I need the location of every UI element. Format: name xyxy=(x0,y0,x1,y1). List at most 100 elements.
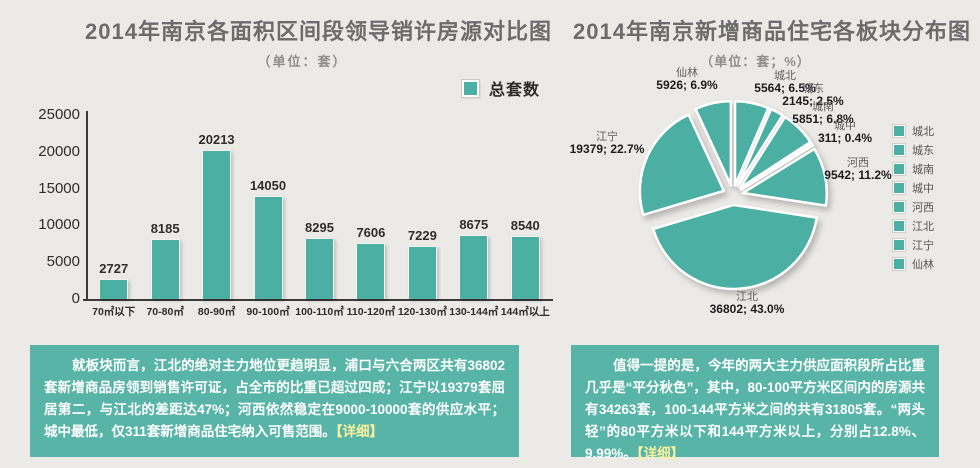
bar-chart-plot-area: 2727 8185 20213 14050 8295 7606 7229 8675 8540 xyxy=(83,111,553,301)
pie-chart xyxy=(633,95,833,295)
bar xyxy=(202,150,232,299)
y-axis-label: 15000 xyxy=(38,179,80,197)
bar xyxy=(304,237,334,299)
note-left-detail-link[interactable]: 【详细】 xyxy=(335,424,384,439)
pie-label-name: 城南 xyxy=(811,101,834,113)
legend-swatch-icon xyxy=(892,143,906,157)
note-box-left: 就板块而言，江北的绝对主力地位更趋明显，浦口与六合两区共有36802套新增商品房… xyxy=(30,345,519,457)
pie-legend-label: 江宁 xyxy=(912,240,934,252)
bar-column: 2727 xyxy=(88,115,139,299)
pie-chart-panel: 2014年南京新增商品住宅各板块分布图 （单位：套；%） 城北 5564; 6.… xyxy=(555,0,980,345)
bar-column: 7229 xyxy=(397,115,448,299)
pie-label-jiangning: 江宁 19379; 22.7% xyxy=(570,131,645,155)
bar-chart-unit-label: （单位：套） xyxy=(257,54,348,69)
pie-slice-城南 xyxy=(738,115,812,190)
pie-label-chengdong: 城东 2145; 2.5% xyxy=(782,83,843,107)
pie-chart-title: 2014年南京新增商品住宅各板块分布图 xyxy=(573,19,971,44)
legend-swatch-icon xyxy=(892,162,906,176)
x-axis-labels: 70㎡以下 70-80㎡ 80-90㎡ 90-100㎡ 100-110㎡ 110-120㎡… xyxy=(88,304,551,319)
y-axis-label: 20000 xyxy=(38,142,80,160)
x-axis-line xyxy=(83,299,553,301)
pie-label-name: 城北 xyxy=(773,70,796,82)
bar-value-label: 14050 xyxy=(249,177,287,193)
pie-svg xyxy=(638,99,829,291)
y-axis-label: 25000 xyxy=(38,106,80,123)
pie-label-value: 311; 0.4% xyxy=(817,131,873,145)
pie-slice-城北 xyxy=(733,99,770,187)
bar-column: 8185 xyxy=(139,115,190,299)
bar xyxy=(253,195,283,299)
note-box-right: 值得一提的是，今年的两大主力供应面积段所占比重几乎是“平分秋色”，其中，80-1… xyxy=(571,345,939,461)
bar-value-label: 8295 xyxy=(305,219,334,235)
pie-label-value: 5564; 6.5% xyxy=(754,81,816,95)
x-axis-label: 80-90㎡ xyxy=(197,306,236,318)
bar xyxy=(99,278,129,299)
note-right-body: 值得一提的是，今年的两大主力供应面积段所占比重几乎是“平分秋色”，其中，80-1… xyxy=(585,358,925,461)
pie-label-value: 9542; 11.2% xyxy=(824,168,892,182)
legend-swatch-icon xyxy=(892,200,906,214)
bar-column: 8675 xyxy=(448,115,499,299)
bar-value-label: 7606 xyxy=(356,225,386,241)
pie-legend-label: 城中 xyxy=(912,183,934,195)
x-axis-label: 90-100㎡ xyxy=(246,306,290,318)
pie-slice-仙林 xyxy=(694,99,733,187)
pie-label-value: 5851; 6.8% xyxy=(792,112,854,126)
pie-legend-item: 江北 xyxy=(892,218,934,234)
pie-label-name: 城东 xyxy=(801,83,824,95)
pie-legend-item: 仙林 xyxy=(892,256,934,272)
pie-label-name: 江北 xyxy=(735,291,758,303)
y-axis-label: 0 xyxy=(71,290,80,307)
bar-column: 8540 xyxy=(500,115,551,299)
pie-label-hexi: 河西 9542; 11.2% xyxy=(824,157,891,181)
note-left-body: 就板块而言，江北的绝对主力地位更趋明显，浦口与六合两区共有36802套新增商品房… xyxy=(44,358,505,439)
pie-legend-label: 河西 xyxy=(912,202,934,214)
pie-legend-item: 江宁 xyxy=(892,237,934,253)
bar-series: 2727 8185 20213 14050 8295 7606 7229 8675 8540 xyxy=(88,115,551,299)
bar xyxy=(510,236,540,299)
pie-label-jiangbei: 江北 36802; 43.0% xyxy=(710,291,785,315)
pie-legend-label: 仙林 xyxy=(912,259,934,271)
bar xyxy=(459,235,489,299)
pie-legend-item: 城中 xyxy=(892,180,934,196)
bar-value-label: 8540 xyxy=(510,218,540,234)
pie-legend-label: 城南 xyxy=(912,164,934,176)
legend-swatch-icon xyxy=(892,124,906,138)
x-axis-label: 130-144㎡ xyxy=(449,306,499,318)
pie-label-chengzhong: 城中 311; 0.4% xyxy=(818,120,872,144)
legend-swatch-icon xyxy=(892,238,906,252)
pie-chart-legend: 城北 城东 城南 城中 河西 江北 江宁 仙林 xyxy=(892,123,934,272)
bar-chart-title: 2014年南京各面积区间段领导销许房源对比图 xyxy=(85,19,552,44)
pie-label-value: 5926; 6.9% xyxy=(656,78,718,92)
pie-chart-unit-label: （单位：套；%） xyxy=(700,54,811,69)
pie-label-xianlin: 仙林 5926; 6.9% xyxy=(656,67,717,91)
bar-value-label: 8185 xyxy=(150,220,180,236)
bar-column: 20213 xyxy=(191,115,242,299)
y-axis-label: 5000 xyxy=(46,253,80,271)
pie-legend-label: 江北 xyxy=(912,221,934,233)
y-axis-label: 10000 xyxy=(38,216,80,234)
bar xyxy=(150,238,180,299)
note-right-detail-link[interactable]: 【详细】 xyxy=(636,446,685,461)
bar xyxy=(407,245,437,299)
legend-label: 总套数 xyxy=(489,82,541,99)
pie-label-value: 19379; 22.7% xyxy=(569,142,645,156)
y-axis-labels: 0 5000 10000 15000 20000 25000 xyxy=(24,106,80,307)
y-axis-line xyxy=(86,111,88,299)
bar-value-label: 8675 xyxy=(459,217,489,233)
pie-label-value: 2145; 2.5% xyxy=(782,94,844,108)
note-left-text: 就板块而言，江北的绝对主力地位更趋明显，浦口与六合两区共有36802套新增商品房… xyxy=(44,355,505,443)
bar-column: 8295 xyxy=(294,115,345,299)
pie-label-name: 河西 xyxy=(846,157,869,169)
legend-swatch-icon xyxy=(892,181,906,195)
pie-legend-item: 城南 xyxy=(892,161,934,177)
bar-value-label: 7229 xyxy=(407,227,437,243)
bar xyxy=(356,243,386,299)
bar-value-label: 20213 xyxy=(198,132,235,148)
x-axis-label: 70-80㎡ xyxy=(146,306,184,318)
pie-label-name: 江宁 xyxy=(595,131,618,143)
pie-slice-城东 xyxy=(736,107,784,188)
note-right-text: 值得一提的是，今年的两大主力供应面积段所占比重几乎是“平分秋色”，其中，80-1… xyxy=(585,355,925,465)
pie-slice-河西 xyxy=(741,147,829,207)
bar-value-label: 2727 xyxy=(99,260,129,276)
